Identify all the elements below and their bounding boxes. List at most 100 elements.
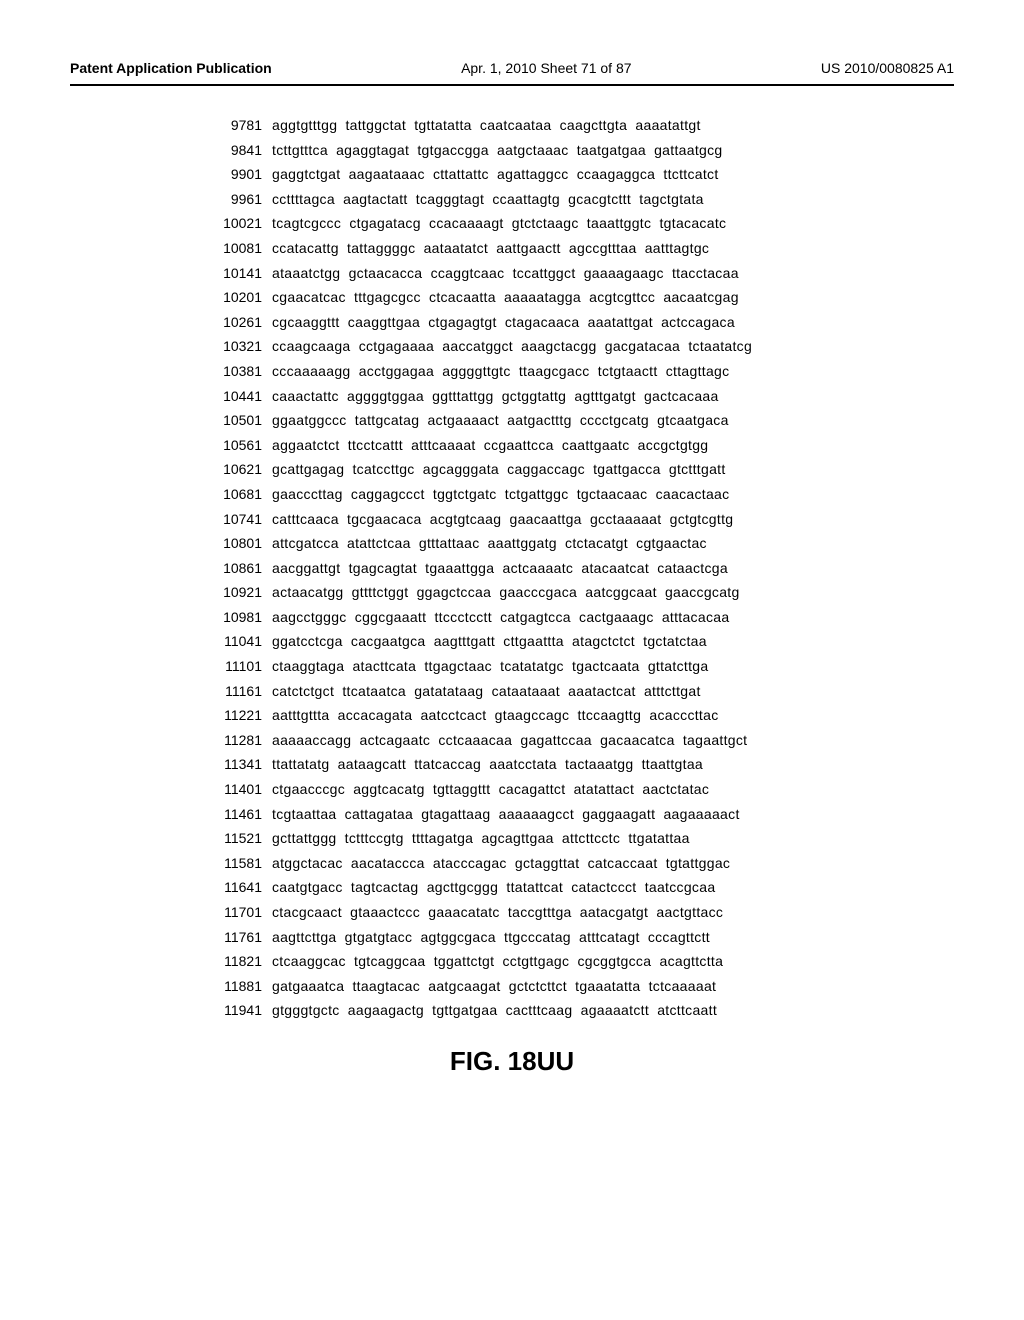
page-header: Patent Application Publication Apr. 1, 2… bbox=[70, 60, 954, 86]
sequence-bases: ccttttagca aagtactatt tcagggtagt ccaatta… bbox=[272, 190, 704, 210]
sequence-row: 11221 aatttgttta accacagata aatcctcact gt… bbox=[200, 706, 904, 726]
sequence-position: 10441 bbox=[200, 387, 262, 407]
sequence-bases: caatgtgacc tagtcactag agcttgcggg ttatatt… bbox=[272, 878, 715, 898]
sequence-row: 10801 attcgatcca atattctcaa gtttattaac aa… bbox=[200, 534, 904, 554]
sequence-row: 10861 aacggattgt tgagcagtat tgaaattgga ac… bbox=[200, 559, 904, 579]
sequence-position: 11101 bbox=[200, 657, 262, 677]
sequence-position: 10801 bbox=[200, 534, 262, 554]
sequence-position: 10201 bbox=[200, 288, 262, 308]
sequence-row: 10381 cccaaaaagg acctggagaa aggggttgtc tt… bbox=[200, 362, 904, 382]
sequence-position: 10261 bbox=[200, 313, 262, 333]
sequence-row: 10681 gaacccttag caggagccct tggtctgatc tc… bbox=[200, 485, 904, 505]
sequence-position: 10741 bbox=[200, 510, 262, 530]
sequence-bases: tcgtaattaa cattagataa gtagattaag aaaaaag… bbox=[272, 805, 740, 825]
sequence-bases: gcttattggg tctttccgtg ttttagatga agcagtt… bbox=[272, 829, 690, 849]
sequence-bases: actaacatgg gttttctggt ggagctccaa gaacccg… bbox=[272, 583, 740, 603]
sequence-position: 9961 bbox=[200, 190, 262, 210]
sequence-bases: gcattgagag tcatccttgc agcagggata caggacc… bbox=[272, 460, 726, 480]
sequence-position: 11401 bbox=[200, 780, 262, 800]
sequence-row: 11701ctacgcaact gtaaactccc gaaacatatc ta… bbox=[200, 903, 904, 923]
sequence-row: 11941 gtgggtgctc aagaagactg tgttgatgaa ca… bbox=[200, 1001, 904, 1021]
sequence-position: 10021 bbox=[200, 214, 262, 234]
sequence-position: 11881 bbox=[200, 977, 262, 997]
sequence-position: 11161 bbox=[200, 682, 262, 702]
sequence-bases: ggaatggccc tattgcatag actgaaaact aatgact… bbox=[272, 411, 729, 431]
sequence-position: 10381 bbox=[200, 362, 262, 382]
sequence-bases: aatttgttta accacagata aatcctcact gtaagcc… bbox=[272, 706, 719, 726]
sequence-bases: gaggtctgat aagaataaac cttattattc agattag… bbox=[272, 165, 719, 185]
date-sheet-info: Apr. 1, 2010 Sheet 71 of 87 bbox=[461, 60, 631, 76]
sequence-position: 10621 bbox=[200, 460, 262, 480]
sequence-row: 10981 aagcctgggc cggcgaaatt ttccctcctt ca… bbox=[200, 608, 904, 628]
sequence-row: 11461 tcgtaattaa cattagataa gtagattaag aa… bbox=[200, 805, 904, 825]
sequence-row: 9841 tcttgtttca agaggtagat tgtgaccgga aat… bbox=[200, 141, 904, 161]
sequence-bases: gatgaaatca ttaagtacac aatgcaagat gctctct… bbox=[272, 977, 716, 997]
sequence-bases: aagcctgggc cggcgaaatt ttccctcctt catgagt… bbox=[272, 608, 729, 628]
sequence-bases: catctctgct ttcataatca gatatataag cataata… bbox=[272, 682, 701, 702]
sequence-position: 11041 bbox=[200, 632, 262, 652]
sequence-row: 10441 caaactattc aggggtggaa ggtttattgg gc… bbox=[200, 387, 904, 407]
sequence-row: 10501 ggaatggccc tattgcatag actgaaaact aa… bbox=[200, 411, 904, 431]
sequence-bases: gtgggtgctc aagaagactg tgttgatgaa cactttc… bbox=[272, 1001, 717, 1021]
sequence-row: 11821ctcaaggcac tgtcaggcaa tggattctgt cc… bbox=[200, 952, 904, 972]
sequence-row: 11161 catctctgct ttcataatca gatatataag ca… bbox=[200, 682, 904, 702]
sequence-row: 11881 gatgaaatca ttaagtacac aatgcaagat gc… bbox=[200, 977, 904, 997]
sequence-bases: cgaacatcac tttgagcgcc ctcacaatta aaaaata… bbox=[272, 288, 739, 308]
sequence-bases: cccaaaaagg acctggagaa aggggttgtc ttaagcg… bbox=[272, 362, 729, 382]
sequence-position: 9841 bbox=[200, 141, 262, 161]
sequence-row: 11581 atggctacac aacataccca atacccagac gc… bbox=[200, 854, 904, 874]
sequence-bases: aggtgtttgg tattggctat tgttatatta caatcaa… bbox=[272, 116, 701, 136]
sequence-row: 10321ccaagcaaga cctgagaaaa aaccatggct aa… bbox=[200, 337, 904, 357]
sequence-row: 10741 catttcaaca tgcgaacaca acgtgtcaag ga… bbox=[200, 510, 904, 530]
sequence-position: 11701 bbox=[200, 903, 262, 923]
sequence-position: 10921 bbox=[200, 583, 262, 603]
sequence-position: 11941 bbox=[200, 1001, 262, 1021]
sequence-position: 11641 bbox=[200, 878, 262, 898]
sequence-row: 10201 cgaacatcac tttgagcgcc ctcacaatta aa… bbox=[200, 288, 904, 308]
sequence-bases: ctaaggtaga atacttcata ttgagctaac tcatata… bbox=[272, 657, 708, 677]
sequence-row: 10621 gcattgagag tcatccttgc agcagggata ca… bbox=[200, 460, 904, 480]
sequence-position: 11341 bbox=[200, 755, 262, 775]
sequence-position: 11581 bbox=[200, 854, 262, 874]
sequence-bases: ggatcctcga cacgaatgca aagtttgatt cttgaat… bbox=[272, 632, 707, 652]
sequence-bases: atggctacac aacataccca atacccagac gctaggt… bbox=[272, 854, 730, 874]
sequence-bases: aagttcttga gtgatgtacc agtggcgaca ttgccca… bbox=[272, 928, 710, 948]
sequence-row: 9961 ccttttagca aagtactatt tcagggtagt cca… bbox=[200, 190, 904, 210]
sequence-row: 9781 aggtgtttgg tattggctat tgttatatta caa… bbox=[200, 116, 904, 136]
sequence-position: 10861 bbox=[200, 559, 262, 579]
sequence-bases: tcttgtttca agaggtagat tgtgaccgga aatgcta… bbox=[272, 141, 722, 161]
sequence-position: 11521 bbox=[200, 829, 262, 849]
sequence-bases: catttcaaca tgcgaacaca acgtgtcaag gaacaat… bbox=[272, 510, 733, 530]
sequence-row: 11641 caatgtgacc tagtcactag agcttgcggg tt… bbox=[200, 878, 904, 898]
sequence-row: 9901 gaggtctgat aagaataaac cttattattc aga… bbox=[200, 165, 904, 185]
sequence-bases: ataaatctgg gctaacacca ccaggtcaac tccattg… bbox=[272, 264, 739, 284]
sequence-row: 10141 ataaatctgg gctaacacca ccaggtcaac tc… bbox=[200, 264, 904, 284]
sequence-bases: ttattatatg aataagcatt ttatcaccag aaatcct… bbox=[272, 755, 703, 775]
sequence-position: 11461 bbox=[200, 805, 262, 825]
sequence-bases: aacggattgt tgagcagtat tgaaattgga actcaaa… bbox=[272, 559, 728, 579]
sequence-position: 10501 bbox=[200, 411, 262, 431]
sequence-listing: 9781 aggtgtttgg tattggctat tgttatatta caa… bbox=[200, 116, 904, 1021]
sequence-bases: ccaagcaaga cctgagaaaa aaccatggct aaagcta… bbox=[272, 337, 752, 357]
sequence-row: 11521 gcttattggg tctttccgtg ttttagatga ag… bbox=[200, 829, 904, 849]
sequence-bases: attcgatcca atattctcaa gtttattaac aaattgg… bbox=[272, 534, 707, 554]
sequence-bases: tcagtcgccc ctgagatacg ccacaaaagt gtctcta… bbox=[272, 214, 726, 234]
sequence-position: 9901 bbox=[200, 165, 262, 185]
sequence-position: 11761 bbox=[200, 928, 262, 948]
publication-number: US 2010/0080825 A1 bbox=[821, 60, 954, 76]
sequence-position: 11221 bbox=[200, 706, 262, 726]
sequence-bases: gaacccttag caggagccct tggtctgatc tctgatt… bbox=[272, 485, 729, 505]
sequence-position: 10981 bbox=[200, 608, 262, 628]
sequence-bases: caaactattc aggggtggaa ggtttattgg gctggta… bbox=[272, 387, 719, 407]
sequence-row: 10081ccatacattg tattaggggc aataatatct aa… bbox=[200, 239, 904, 259]
sequence-position: 10141 bbox=[200, 264, 262, 284]
sequence-position: 10561 bbox=[200, 436, 262, 456]
sequence-bases: aggaatctct ttcctcattt atttcaaaat ccgaatt… bbox=[272, 436, 708, 456]
sequence-bases: cgcaaggttt caaggttgaa ctgagagtgt ctagaca… bbox=[272, 313, 735, 333]
sequence-position: 9781 bbox=[200, 116, 262, 136]
sequence-row: 10921 actaacatgg gttttctggt ggagctccaa ga… bbox=[200, 583, 904, 603]
figure-label: FIG. 18UU bbox=[70, 1046, 954, 1077]
sequence-position: 10681 bbox=[200, 485, 262, 505]
sequence-row: 10261 cgcaaggttt caaggttgaa ctgagagtgt ct… bbox=[200, 313, 904, 333]
sequence-bases: aaaaaccagg actcagaatc cctcaaacaa gagattc… bbox=[272, 731, 747, 751]
